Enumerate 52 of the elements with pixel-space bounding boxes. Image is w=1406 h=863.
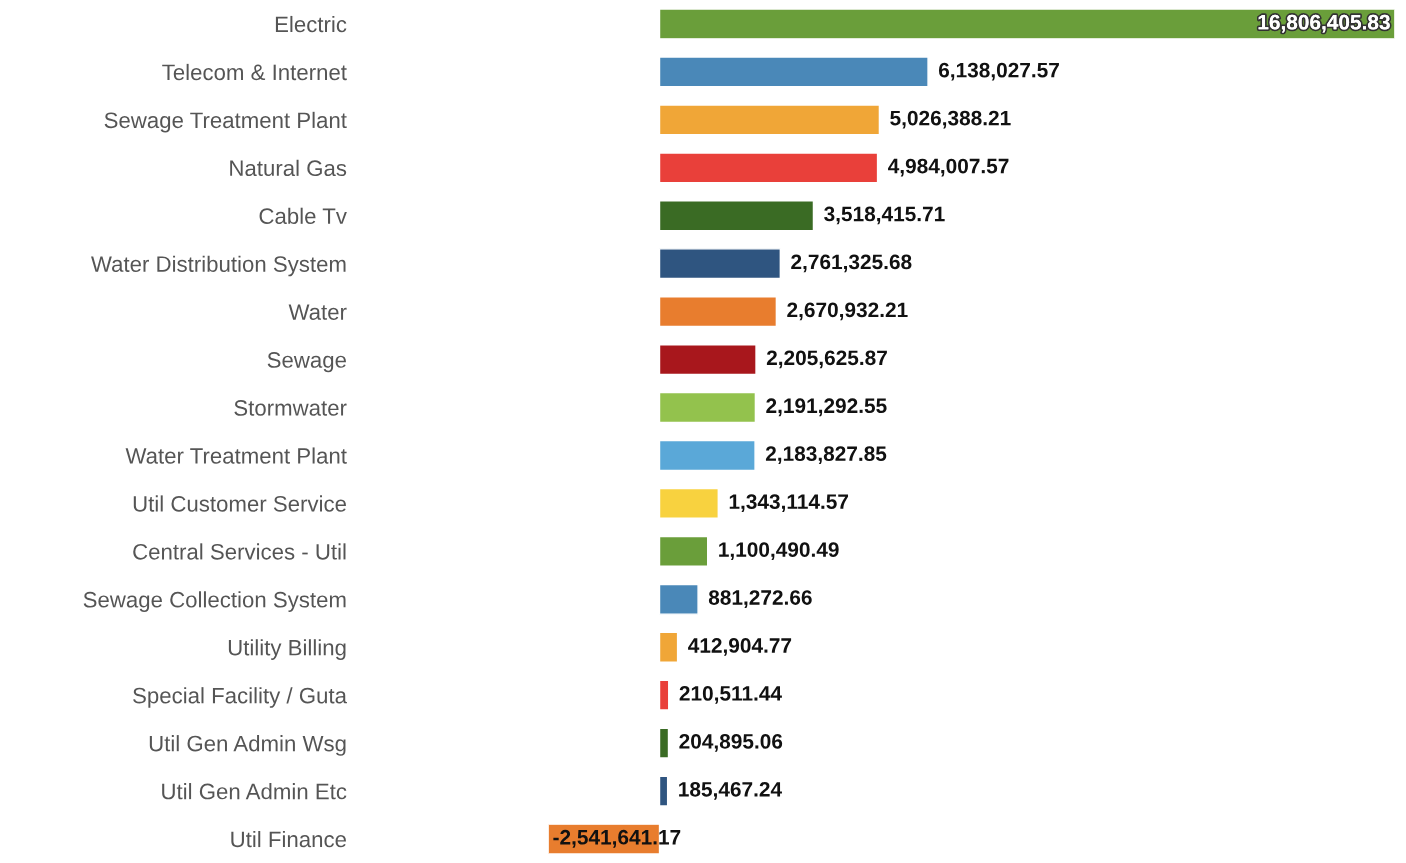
y-tick-label: Utility Billing: [228, 639, 346, 660]
bar: [658, 775, 669, 807]
data-label: 2,670,932.21: [787, 302, 908, 321]
y-tick-label: Util Gen Admin Wsg: [149, 735, 346, 756]
data-label: 16,806,405.83: [1258, 14, 1390, 33]
data-label: 6,138,027.57: [938, 62, 1059, 81]
y-tick-label: Sewage Collection System: [83, 591, 346, 612]
y-tick-label: Electric: [275, 15, 347, 33]
data-label: 2,761,325.68: [791, 254, 912, 273]
data-label: 210,511.44: [679, 686, 782, 704]
data-label: 2,183,827.85: [765, 446, 887, 465]
bar: [658, 583, 699, 615]
bar: [658, 631, 679, 663]
bar: [658, 152, 879, 184]
y-tick-label: Water Distribution System: [91, 255, 346, 277]
y-tick-label: Sewage: [267, 352, 346, 373]
bar: [658, 248, 782, 280]
bar: [658, 439, 756, 472]
data-label: 204,895.06: [679, 733, 783, 752]
bar: [658, 56, 929, 88]
data-label: 185,467.24: [679, 781, 782, 800]
y-tick-label: Central Services - Util: [133, 543, 346, 560]
bar: [658, 679, 670, 711]
data-label: 3,518,415.71: [824, 206, 945, 225]
data-label: 1,343,114.57: [729, 494, 849, 513]
y-tick-label: Water Treatment Plant: [125, 447, 347, 464]
y-tick-label: Sewage Treatment Plant: [104, 111, 347, 133]
data-label: 4,984,007.57: [888, 158, 1009, 177]
bar: [658, 344, 757, 376]
data-label: 2,205,625.87: [766, 350, 887, 369]
y-tick-label: Util Gen Admin Etc: [162, 783, 347, 800]
data-label: 2,191,292.55: [766, 398, 887, 417]
bar: [658, 535, 709, 567]
y-tick-label: Cable Tv: [259, 207, 347, 225]
data-label: 412,904.77: [688, 638, 792, 656]
y-tick-label: Util Customer Service: [133, 495, 346, 512]
y-tick-label: Stormwater: [234, 400, 347, 416]
data-label: 1,100,490.49: [719, 542, 839, 560]
y-tick-label: Telecom & Internet: [162, 63, 347, 81]
bar: [658, 200, 815, 232]
bar: [658, 104, 881, 136]
y-tick-label: Special Facility / Guta: [133, 687, 347, 708]
y-tick-label: Water: [288, 304, 347, 320]
y-tick-label: Natural Gas: [230, 159, 347, 177]
bar: [658, 391, 757, 424]
bar: [658, 487, 719, 519]
data-label: 881,272.66: [708, 590, 812, 608]
data-label: 5,026,388.21: [890, 110, 1011, 129]
bar: [658, 8, 1395, 40]
y-tick-label: Util Finance: [231, 830, 346, 848]
bar: [658, 296, 778, 328]
bar: [658, 727, 670, 759]
